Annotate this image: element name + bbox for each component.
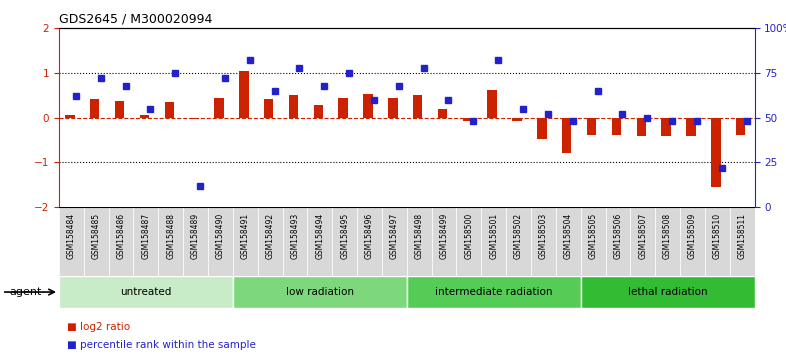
Text: GSM158484: GSM158484 <box>67 213 76 259</box>
Bar <box>562 118 571 154</box>
Text: GSM158485: GSM158485 <box>92 213 101 259</box>
Bar <box>457 207 481 276</box>
Bar <box>686 118 696 137</box>
Bar <box>288 95 298 118</box>
Bar <box>711 118 721 187</box>
Text: intermediate radiation: intermediate radiation <box>435 287 553 297</box>
Bar <box>531 207 556 276</box>
Bar <box>357 207 382 276</box>
Text: untreated: untreated <box>120 287 171 297</box>
Bar <box>432 207 457 276</box>
Bar <box>581 207 605 276</box>
Text: GSM158505: GSM158505 <box>589 213 597 259</box>
Bar <box>556 207 581 276</box>
Bar <box>134 207 158 276</box>
Bar <box>729 207 755 276</box>
Text: agent: agent <box>9 287 42 297</box>
Bar <box>382 207 407 276</box>
Bar <box>363 95 373 118</box>
Bar <box>264 99 274 118</box>
Bar <box>388 98 398 118</box>
Bar <box>637 118 646 137</box>
Text: GSM158501: GSM158501 <box>489 213 498 259</box>
Bar <box>59 276 233 308</box>
Bar <box>605 207 630 276</box>
Bar <box>233 276 407 308</box>
Text: GDS2645 / M300020994: GDS2645 / M300020994 <box>59 13 212 26</box>
Text: GSM158494: GSM158494 <box>315 213 325 259</box>
Bar <box>215 98 224 118</box>
Bar <box>587 118 597 135</box>
Bar <box>158 207 183 276</box>
Bar <box>438 109 447 118</box>
Bar <box>233 207 258 276</box>
Text: GSM158486: GSM158486 <box>116 213 126 259</box>
Bar <box>506 207 531 276</box>
Text: GSM158503: GSM158503 <box>539 213 548 259</box>
Bar <box>581 276 755 308</box>
Bar <box>413 95 422 118</box>
Bar <box>463 118 472 121</box>
Bar <box>164 102 174 118</box>
Text: low radiation: low radiation <box>286 287 354 297</box>
Text: GSM158507: GSM158507 <box>638 213 647 259</box>
Text: GSM158497: GSM158497 <box>390 213 399 259</box>
Bar <box>108 207 134 276</box>
Text: GSM158489: GSM158489 <box>191 213 200 259</box>
Text: GSM158495: GSM158495 <box>340 213 349 259</box>
Text: ■ percentile rank within the sample: ■ percentile rank within the sample <box>67 340 255 350</box>
Bar <box>332 207 357 276</box>
Bar <box>140 115 149 118</box>
Text: GSM158490: GSM158490 <box>216 213 225 259</box>
Bar <box>487 90 497 118</box>
Bar <box>84 207 108 276</box>
Text: GSM158509: GSM158509 <box>688 213 697 259</box>
Text: GSM158498: GSM158498 <box>415 213 424 259</box>
Bar <box>339 98 348 118</box>
Bar <box>656 207 680 276</box>
Bar <box>705 207 729 276</box>
Bar <box>481 207 506 276</box>
Text: GSM158502: GSM158502 <box>514 213 523 259</box>
Text: GSM158510: GSM158510 <box>713 213 722 259</box>
Text: ■ log2 ratio: ■ log2 ratio <box>67 322 130 332</box>
Bar <box>115 101 124 118</box>
Bar <box>537 118 546 139</box>
Bar <box>314 105 323 118</box>
Bar <box>661 118 670 136</box>
Text: GSM158488: GSM158488 <box>167 213 175 259</box>
Bar <box>630 207 656 276</box>
Text: GSM158493: GSM158493 <box>291 213 299 259</box>
Text: GSM158511: GSM158511 <box>737 213 747 259</box>
Text: GSM158496: GSM158496 <box>365 213 374 259</box>
Text: GSM158487: GSM158487 <box>141 213 150 259</box>
Text: GSM158500: GSM158500 <box>465 213 473 259</box>
Bar <box>208 207 233 276</box>
Text: GSM158504: GSM158504 <box>564 213 573 259</box>
Text: GSM158492: GSM158492 <box>266 213 274 259</box>
Bar <box>282 207 307 276</box>
Text: lethal radiation: lethal radiation <box>628 287 707 297</box>
Bar <box>512 118 522 121</box>
Bar <box>258 207 282 276</box>
Bar <box>736 118 745 135</box>
Text: GSM158491: GSM158491 <box>241 213 250 259</box>
Bar <box>239 71 248 118</box>
Bar <box>90 99 100 118</box>
Bar <box>183 207 208 276</box>
Bar <box>307 207 332 276</box>
Text: GSM158506: GSM158506 <box>613 213 623 259</box>
Bar <box>189 118 199 119</box>
Bar <box>612 118 621 135</box>
Bar <box>406 207 432 276</box>
Bar <box>406 276 581 308</box>
Bar <box>59 207 84 276</box>
Bar <box>65 115 75 118</box>
Bar <box>680 207 705 276</box>
Text: GSM158499: GSM158499 <box>439 213 449 259</box>
Text: GSM158508: GSM158508 <box>663 213 672 259</box>
